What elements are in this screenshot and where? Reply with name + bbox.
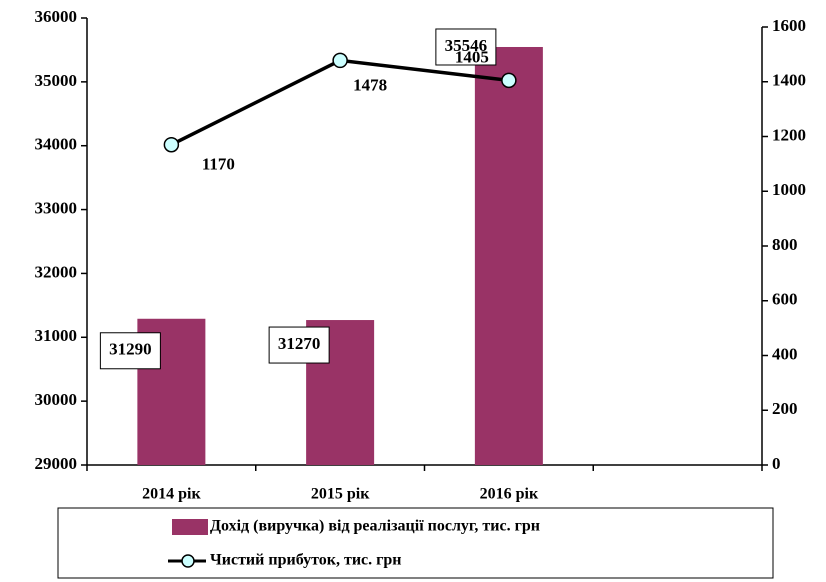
data-label-box — [268, 326, 330, 364]
y-tick-label: 36000 — [35, 7, 78, 26]
data-label: 1478 — [353, 75, 387, 94]
x-tick-label: 2016 рік — [480, 486, 539, 503]
legend-swatch — [172, 519, 208, 535]
bar — [474, 46, 543, 465]
y2-tick-label: 400 — [772, 344, 798, 363]
y2-tick-label: 1200 — [772, 125, 806, 144]
marker — [163, 136, 180, 153]
y2-tick-label: 800 — [772, 235, 798, 254]
x-tick-label: 2015 рік — [311, 486, 370, 503]
marker — [332, 52, 348, 69]
y-tick-label: 35000 — [35, 71, 78, 90]
y-tick-label: 31000 — [35, 326, 78, 345]
data-label: 31270 — [278, 334, 321, 353]
data-label-box — [435, 28, 497, 66]
y2-tick-label: 200 — [772, 399, 798, 418]
y2-tick-label: 1000 — [772, 180, 806, 199]
legend-label: Дохід (виручка) від реалізації послуг, т… — [210, 518, 540, 535]
x-tick-label: 2014 рік — [142, 486, 201, 503]
y2-tick-label: 1600 — [772, 16, 806, 35]
data-label-box — [99, 332, 161, 370]
y-tick-label: 33000 — [35, 198, 78, 217]
y-tick-label: 32000 — [35, 262, 78, 281]
data-label: 1405 — [455, 47, 489, 66]
y2-tick-label: 1400 — [772, 71, 806, 90]
y-tick-label: 34000 — [35, 135, 78, 154]
y-tick-label: 30000 — [35, 390, 78, 409]
data-label: 31290 — [109, 340, 152, 359]
legend-label: Чистий прибуток, тис. грн — [210, 552, 402, 569]
marker — [501, 72, 517, 89]
line — [170, 58, 510, 147]
y-tick-label: 29000 — [35, 454, 78, 473]
y2-tick-label: 0 — [772, 454, 781, 473]
y2-tick-label: 600 — [772, 290, 798, 309]
legend-marker — [181, 554, 195, 568]
data-label: 1170 — [202, 155, 235, 174]
data-label: 35546 — [445, 36, 488, 55]
